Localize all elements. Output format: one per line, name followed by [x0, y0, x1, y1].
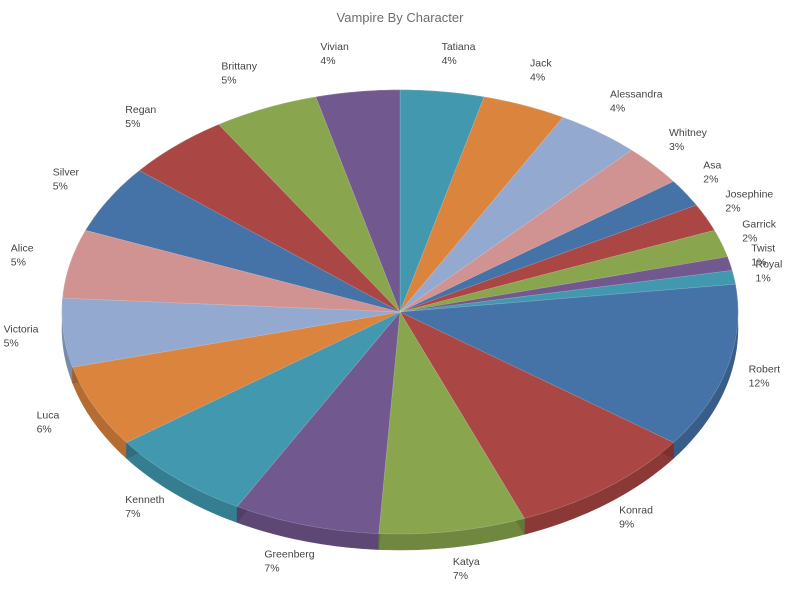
slice-greenberg[interactable] — [236, 311, 401, 534]
slice-value-silver: 5% — [53, 181, 68, 193]
slice-value-josephine: 2% — [725, 202, 740, 214]
slice-value-katya: 7% — [453, 570, 468, 582]
slice-label-regan: Regan — [125, 104, 156, 116]
slice-alessandra[interactable] — [399, 117, 632, 313]
slice-value-twist: 1% — [751, 256, 766, 268]
slice-value-regan: 5% — [125, 118, 140, 130]
slice-label-royal: Royal — [756, 258, 783, 270]
slice-label-konrad: Konrad — [619, 504, 653, 516]
slice-value-kenneth: 7% — [125, 508, 140, 520]
slice-silver[interactable] — [85, 170, 401, 313]
slice-value-alice: 5% — [11, 256, 26, 268]
slice-label-whitney: Whitney — [669, 127, 708, 139]
slice-label-greenberg: Greenberg — [264, 549, 314, 561]
slice-label-robert: Robert — [749, 364, 781, 376]
slice-tatiana[interactable] — [399, 89, 485, 313]
slice-vivian[interactable] — [315, 89, 401, 313]
slice-value-greenberg: 7% — [264, 563, 279, 575]
slice-value-robert: 12% — [749, 378, 770, 390]
slice-garrick[interactable] — [399, 229, 728, 313]
slice-label-brittany: Brittany — [221, 60, 257, 72]
slice-label-garrick: Garrick — [742, 219, 777, 231]
slice-konrad[interactable] — [399, 311, 674, 519]
slice-royal[interactable] — [399, 270, 736, 313]
slice-value-asa: 2% — [703, 174, 718, 186]
slice-label-victoria: Victoria — [4, 324, 39, 336]
slice-katya[interactable] — [378, 311, 525, 535]
slice-asa[interactable] — [399, 181, 697, 313]
chart-title: Vampire By Character — [336, 10, 464, 25]
slice-luca[interactable] — [72, 311, 401, 443]
slice-value-garrick: 2% — [742, 233, 757, 245]
slice-label-silver: Silver — [53, 167, 80, 179]
slice-label-tatiana: Tatiana — [442, 41, 476, 53]
slice-label-twist: Twist — [751, 242, 775, 254]
slice-label-katya: Katya — [453, 556, 480, 568]
slice-label-josephine: Josephine — [725, 188, 773, 200]
slice-value-brittany: 5% — [221, 74, 236, 86]
slice-labels: Tatiana 4% Jack 4% Alessandra 4% Whitney 3% Asa 2… — [4, 41, 783, 582]
slice-tops — [61, 89, 739, 535]
slice-value-luca: 6% — [37, 424, 52, 436]
slice-value-alessandra: 4% — [610, 103, 625, 115]
slice-label-kenneth: Kenneth — [125, 494, 164, 506]
slice-twist[interactable] — [399, 256, 733, 313]
slice-victoria[interactable] — [61, 297, 401, 368]
slice-value-konrad: 9% — [619, 518, 634, 530]
slice-whitney[interactable] — [399, 149, 674, 313]
slice-label-asa: Asa — [703, 160, 721, 172]
slice-label-vivian: Vivian — [320, 41, 349, 53]
slice-regan[interactable] — [139, 124, 401, 313]
slice-jack[interactable] — [399, 96, 564, 313]
slice-alice[interactable] — [62, 229, 401, 313]
slice-label-alice: Alice — [11, 242, 34, 254]
slice-kenneth[interactable] — [126, 311, 401, 507]
slice-value-jack: 4% — [530, 71, 545, 83]
slice-value-victoria: 5% — [4, 338, 19, 350]
slice-value-vivian: 4% — [320, 55, 335, 67]
slice-value-whitney: 3% — [669, 141, 684, 153]
slice-josephine[interactable] — [399, 204, 715, 313]
slice-value-royal: 1% — [756, 272, 771, 284]
slice-value-tatiana: 4% — [442, 55, 457, 67]
slice-robert[interactable] — [398, 283, 739, 443]
slice-label-jack: Jack — [530, 57, 552, 69]
slice-label-luca: Luca — [37, 410, 60, 422]
slice-brittany[interactable] — [218, 96, 401, 313]
slice-label-alessandra: Alessandra — [610, 89, 663, 101]
